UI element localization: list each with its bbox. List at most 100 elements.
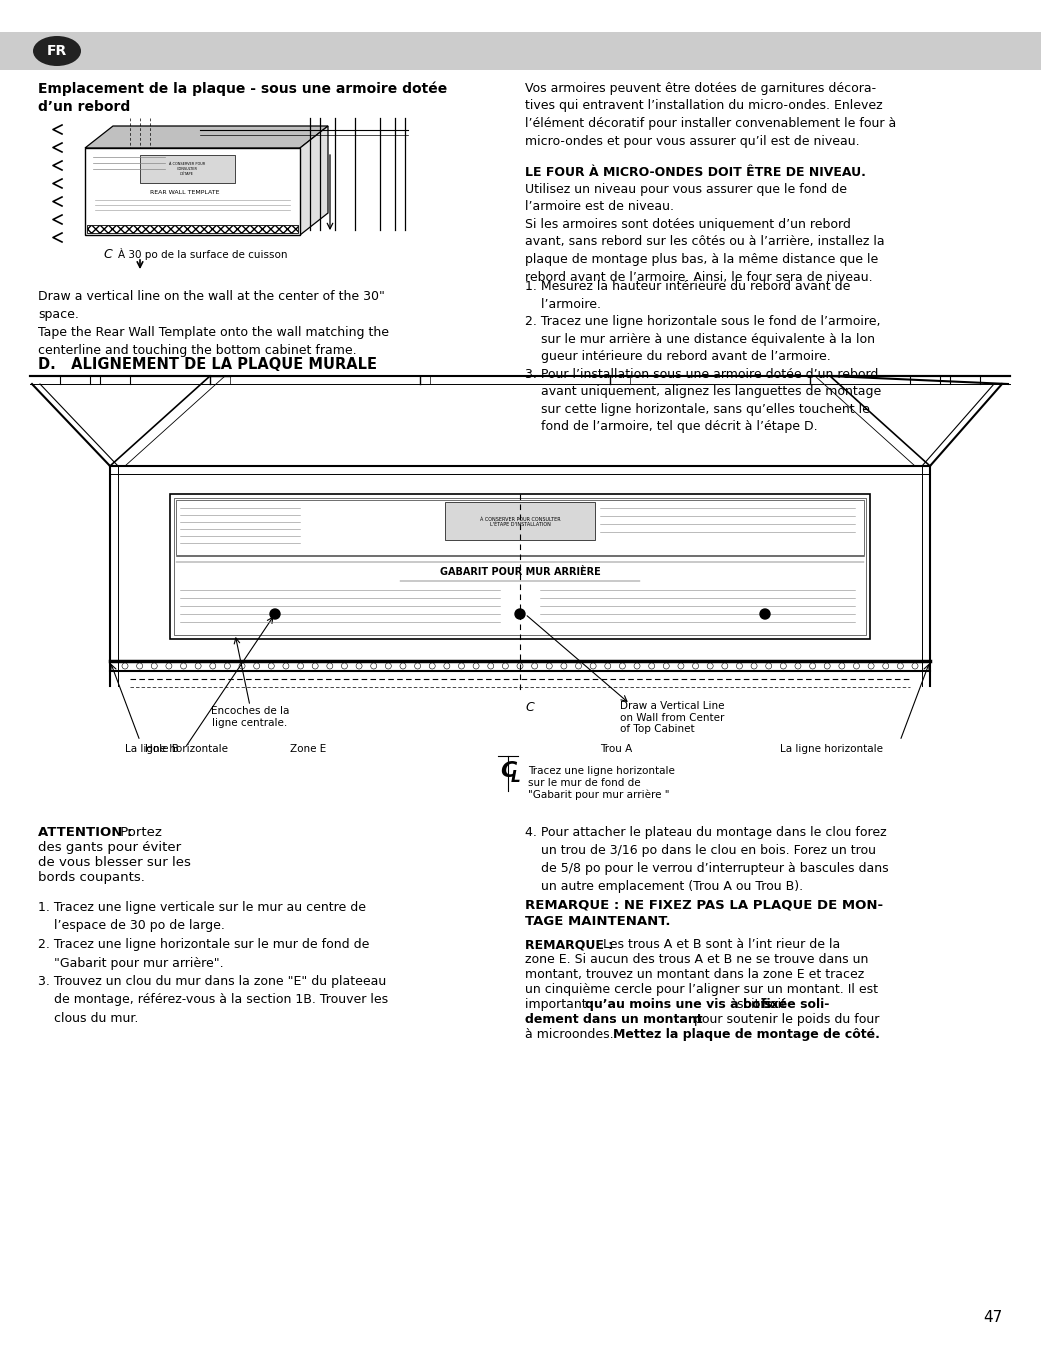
Text: 1. Tracez une ligne verticale sur le mur au centre de
    l’espace de 30 po de l: 1. Tracez une ligne verticale sur le mur… <box>39 901 388 1025</box>
Circle shape <box>810 662 815 669</box>
Circle shape <box>532 662 537 669</box>
Text: Vos armoires peuvent être dotées de garnitures décora-
tives qui entravent l’ins: Vos armoires peuvent être dotées de garn… <box>525 82 896 147</box>
Circle shape <box>371 662 377 669</box>
Text: La ligne horizontale: La ligne horizontale <box>125 745 228 754</box>
Circle shape <box>736 662 742 669</box>
Circle shape <box>766 662 771 669</box>
Text: Encoches de la
ligne centrale.: Encoches de la ligne centrale. <box>211 706 289 727</box>
Circle shape <box>619 662 626 669</box>
Circle shape <box>649 662 655 669</box>
Text: GABARIT POUR MUR ARRIÈRE: GABARIT POUR MUR ARRIÈRE <box>439 567 601 577</box>
Circle shape <box>414 662 421 669</box>
Text: À CONSERVER POUR CONSULTER
L'ÉTAPE D'INSTALLATION: À CONSERVER POUR CONSULTER L'ÉTAPE D'INS… <box>480 517 560 527</box>
Circle shape <box>868 662 874 669</box>
Circle shape <box>166 662 172 669</box>
Circle shape <box>760 608 770 619</box>
Text: Tracez une ligne horizontale
sur le mur de fond de
"Gabarit pour mur arrière ": Tracez une ligne horizontale sur le mur … <box>528 766 675 800</box>
Text: bords coupants.: bords coupants. <box>39 871 145 884</box>
Text: C: C <box>104 248 112 260</box>
Circle shape <box>751 662 757 669</box>
Text: ATTENTION :: ATTENTION : <box>39 826 132 839</box>
Circle shape <box>400 662 406 669</box>
Text: pour soutenir le poids du four: pour soutenir le poids du four <box>690 1013 880 1027</box>
Text: un cinquième cercle pour l’aligner sur un montant. Il est: un cinquième cercle pour l’aligner sur u… <box>525 983 878 996</box>
Circle shape <box>180 662 186 669</box>
Text: 4. Pour attacher le plateau du montage dans le clou forez
    un trou de 3/16 po: 4. Pour attacher le plateau du montage d… <box>525 826 889 893</box>
Text: REMARQUE : NE FIXEZ PAS LA PLAQUE DE MON-
TAGE MAINTENANT.: REMARQUE : NE FIXEZ PAS LA PLAQUE DE MON… <box>525 898 883 928</box>
Circle shape <box>634 662 640 669</box>
Circle shape <box>897 662 904 669</box>
Text: Portez: Portez <box>116 826 161 839</box>
Text: important: important <box>525 998 590 1010</box>
Circle shape <box>517 662 523 669</box>
Circle shape <box>458 662 464 669</box>
Circle shape <box>239 662 245 669</box>
Bar <box>445 502 595 540</box>
Text: Trou A: Trou A <box>600 745 632 754</box>
Text: La ligne horizontale: La ligne horizontale <box>780 745 883 754</box>
Circle shape <box>692 662 699 669</box>
Circle shape <box>254 662 259 669</box>
Text: fixée soli-: fixée soli- <box>761 998 830 1010</box>
Bar <box>170 494 870 639</box>
Circle shape <box>707 662 713 669</box>
Circle shape <box>488 662 493 669</box>
Circle shape <box>590 662 596 669</box>
Text: Zone E: Zone E <box>290 745 326 754</box>
Text: des gants pour éviter: des gants pour éviter <box>39 840 181 854</box>
Circle shape <box>824 662 831 669</box>
Circle shape <box>195 662 201 669</box>
Circle shape <box>341 662 348 669</box>
Circle shape <box>151 662 157 669</box>
Circle shape <box>883 662 889 669</box>
Circle shape <box>503 662 508 669</box>
Circle shape <box>663 662 669 669</box>
Bar <box>139 155 235 183</box>
Circle shape <box>721 662 728 669</box>
Circle shape <box>781 662 786 669</box>
Circle shape <box>605 662 611 669</box>
Bar <box>85 148 300 235</box>
Circle shape <box>561 662 567 669</box>
Text: Emplacement de la plaque - sous une armoire dotée
d’un rebord: Emplacement de la plaque - sous une armo… <box>39 82 448 113</box>
Text: Hole B: Hole B <box>145 745 179 754</box>
Circle shape <box>473 662 479 669</box>
Circle shape <box>327 662 333 669</box>
Text: À 30 po de la surface de cuisson: À 30 po de la surface de cuisson <box>118 248 287 260</box>
Circle shape <box>136 662 143 669</box>
Circle shape <box>270 608 280 619</box>
Text: 47: 47 <box>983 1310 1002 1326</box>
Circle shape <box>678 662 684 669</box>
Ellipse shape <box>33 36 81 66</box>
Bar <box>176 500 864 554</box>
Text: qu’au moins une vis à bois: qu’au moins une vis à bois <box>585 998 771 1010</box>
Text: Les trous A et B sont à l’int rieur de la: Les trous A et B sont à l’int rieur de l… <box>603 938 840 951</box>
Circle shape <box>312 662 319 669</box>
Text: À CONSERVER POUR
CONSULTER
L'ÉTAPE: À CONSERVER POUR CONSULTER L'ÉTAPE <box>169 162 205 175</box>
Circle shape <box>839 662 845 669</box>
Text: Utilisez un niveau pour vous assurer que le fond de
l’armoire est de niveau.: Utilisez un niveau pour vous assurer que… <box>525 183 847 213</box>
Text: soit soit: soit soit <box>733 998 790 1010</box>
Text: de vous blesser sur les: de vous blesser sur les <box>39 857 191 869</box>
Text: FR: FR <box>47 45 67 58</box>
Circle shape <box>385 662 391 669</box>
Polygon shape <box>300 125 328 235</box>
Text: Mettez la plaque de montage de côté.: Mettez la plaque de montage de côté. <box>613 1028 880 1041</box>
Circle shape <box>515 608 525 619</box>
Text: Draw a Vertical Line
on Wall from Center
of Top Cabinet: Draw a Vertical Line on Wall from Center… <box>620 701 725 734</box>
Text: D.   ALIGNEMENT DE LA PLAQUE MURALE: D. ALIGNEMENT DE LA PLAQUE MURALE <box>39 357 377 372</box>
Text: LE FOUR À MICRO-ONDES DOIT ÊTRE DE NIVEAU.: LE FOUR À MICRO-ONDES DOIT ÊTRE DE NIVEA… <box>525 166 866 179</box>
Text: Draw a vertical line on the wall at the center of the 30"
space.
Tape the Rear W: Draw a vertical line on the wall at the … <box>39 290 389 357</box>
Circle shape <box>225 662 230 669</box>
Circle shape <box>210 662 215 669</box>
Text: C: C <box>500 761 516 781</box>
Circle shape <box>795 662 801 669</box>
Circle shape <box>443 662 450 669</box>
Bar <box>174 498 866 635</box>
Circle shape <box>298 662 304 669</box>
Text: à microondes.: à microondes. <box>525 1028 617 1041</box>
Text: REAR WALL TEMPLATE: REAR WALL TEMPLATE <box>150 190 220 196</box>
Bar <box>87 225 298 233</box>
Circle shape <box>269 662 274 669</box>
Circle shape <box>356 662 362 669</box>
